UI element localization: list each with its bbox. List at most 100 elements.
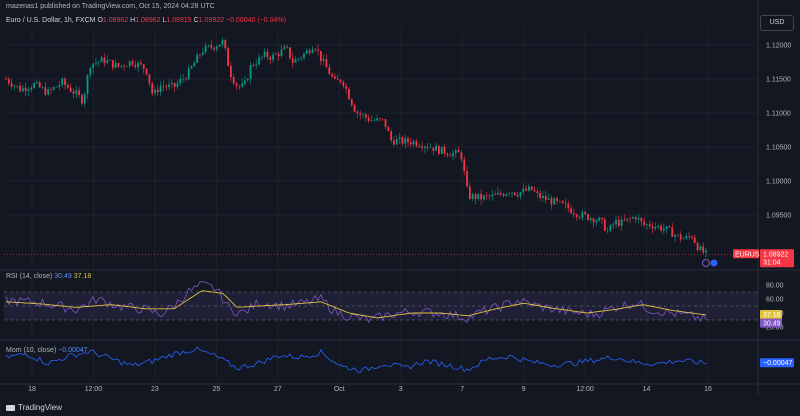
- candle-body: [72, 91, 75, 94]
- candle-body: [398, 137, 401, 140]
- low-label: L: [162, 17, 167, 24]
- candle-body: [55, 86, 58, 88]
- symbol-name[interactable]: Euro / U.S. Dollar, 1h, FXCM: [6, 17, 96, 24]
- candle-body: [280, 49, 283, 56]
- candle-body: [603, 219, 606, 231]
- candle-body: [564, 203, 567, 204]
- candle-body: [283, 46, 286, 50]
- candle-body: [325, 59, 328, 68]
- candle-body: [646, 224, 648, 226]
- candle-body: [533, 189, 536, 192]
- mom-value: −0.00047: [58, 347, 88, 354]
- candle-body: [173, 82, 176, 87]
- candle-body: [485, 195, 488, 197]
- candle-body: [204, 45, 207, 53]
- candle-body: [665, 226, 668, 229]
- candle-body: [159, 85, 162, 93]
- candle-body: [294, 59, 297, 63]
- candle-body: [519, 192, 522, 197]
- candle-body: [513, 192, 516, 196]
- candle-body: [699, 246, 702, 251]
- candle-body: [334, 76, 336, 79]
- candle-body: [269, 57, 272, 60]
- candle-body: [297, 58, 300, 60]
- candle-body: [623, 219, 626, 221]
- candle-body: [19, 85, 21, 92]
- mom-badge-text: −0.00047: [763, 360, 792, 367]
- time-tick-label: 3: [399, 386, 403, 393]
- candle-body: [187, 68, 190, 80]
- candle-body: [114, 62, 117, 68]
- candle-body: [142, 64, 145, 69]
- price-badge-value: 1.08922: [763, 251, 788, 258]
- axes: 1.12000 1.11500 1.11000 1.10500 1.10000 1.095…: [28, 43, 791, 394]
- price-badge-countdown: 31:04: [763, 259, 781, 266]
- candle-body: [539, 192, 542, 198]
- candle-body: [83, 94, 86, 104]
- rsi-line: [5, 281, 707, 324]
- candle-body: [589, 218, 592, 220]
- candle-body: [480, 193, 483, 200]
- candle-body: [446, 153, 449, 156]
- time-tick-label: 14: [643, 386, 651, 393]
- candle-body: [438, 145, 440, 154]
- candle-body: [685, 235, 688, 239]
- rsi-title[interactable]: RSI (14, close): [6, 273, 53, 280]
- time-tick-label: 23: [151, 386, 159, 393]
- candle-body: [376, 118, 378, 121]
- candle-body: [491, 194, 494, 197]
- time-tick-label: 9: [522, 386, 526, 393]
- candle-body: [626, 218, 629, 221]
- candle-body: [418, 145, 421, 147]
- candle-body: [370, 120, 373, 122]
- candle-body: [632, 217, 634, 219]
- candle-body: [693, 237, 696, 243]
- candle-body: [356, 111, 359, 114]
- mom-title[interactable]: Mom (10, close): [6, 347, 57, 354]
- candle-body: [435, 145, 438, 151]
- candle-body: [567, 203, 570, 209]
- time-tick-label: 12:00: [85, 386, 103, 393]
- candle-body: [291, 58, 294, 63]
- candle-body: [221, 39, 224, 45]
- candle-body: [232, 76, 235, 84]
- candle-body: [378, 118, 381, 119]
- rsi-value: 30.49: [54, 273, 72, 280]
- time-tick-label: 16: [704, 386, 712, 393]
- candle-body: [679, 234, 682, 240]
- candle-body: [44, 87, 47, 95]
- candle-body: [612, 224, 615, 226]
- candle-body: [373, 120, 376, 121]
- rsi-badge-text: 30.49: [763, 321, 781, 328]
- candle-body: [207, 45, 210, 46]
- candle-body: [235, 83, 238, 87]
- candle-body: [395, 139, 398, 145]
- candle-body: [210, 45, 213, 48]
- candle-body: [547, 198, 550, 200]
- candle-body: [643, 221, 646, 226]
- candle-body: [516, 195, 519, 197]
- candle-body: [319, 50, 322, 62]
- candle-body: [66, 84, 69, 88]
- candle-body: [100, 57, 103, 62]
- candle-body: [415, 141, 418, 146]
- brand: TradingView: [6, 403, 62, 412]
- candle-body: [224, 39, 227, 49]
- candle-body: [432, 147, 435, 151]
- candle-body: [125, 66, 128, 67]
- candle-body: [305, 50, 308, 54]
- candle-body: [407, 138, 409, 143]
- open-value: 1.08962: [102, 17, 129, 24]
- alert-icon: [710, 259, 718, 267]
- price-candles: [5, 37, 707, 258]
- currency-button[interactable]: USD: [760, 15, 794, 31]
- candle-body: [691, 236, 693, 238]
- price-tick-label: 1.11500: [766, 77, 791, 84]
- candle-body: [229, 66, 232, 77]
- candle-body: [263, 51, 266, 57]
- candle-body: [339, 79, 342, 82]
- rsi-tick-label: 80.00: [766, 283, 784, 290]
- candle-body: [64, 78, 66, 85]
- candle-body: [193, 62, 196, 67]
